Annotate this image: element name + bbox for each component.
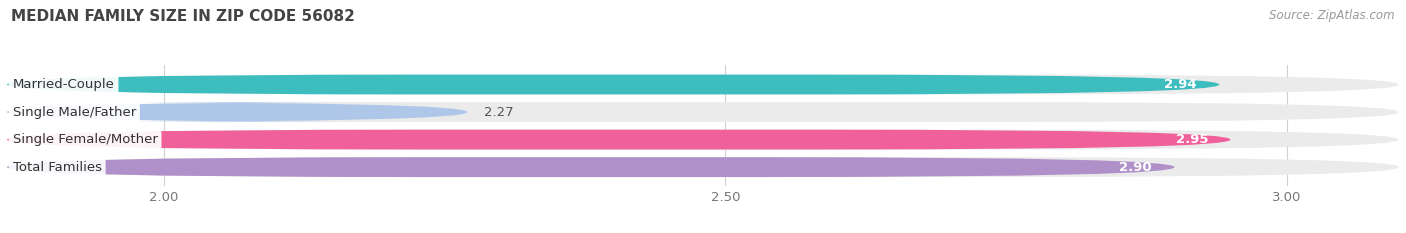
Text: Source: ZipAtlas.com: Source: ZipAtlas.com (1270, 9, 1395, 22)
Text: Single Female/Mother: Single Female/Mother (13, 133, 157, 146)
FancyBboxPatch shape (7, 102, 1399, 122)
FancyBboxPatch shape (7, 75, 1399, 94)
FancyBboxPatch shape (7, 130, 1399, 150)
FancyBboxPatch shape (7, 75, 1219, 94)
FancyBboxPatch shape (7, 130, 1230, 150)
FancyBboxPatch shape (7, 157, 1174, 177)
Text: Single Male/Father: Single Male/Father (13, 106, 136, 119)
Text: Total Families: Total Families (13, 161, 101, 174)
Text: MEDIAN FAMILY SIZE IN ZIP CODE 56082: MEDIAN FAMILY SIZE IN ZIP CODE 56082 (11, 9, 356, 24)
Text: 2.94: 2.94 (1164, 78, 1197, 91)
Text: 2.27: 2.27 (484, 106, 513, 119)
FancyBboxPatch shape (7, 157, 1399, 177)
Text: 2.90: 2.90 (1119, 161, 1152, 174)
FancyBboxPatch shape (7, 102, 467, 122)
Text: 2.95: 2.95 (1175, 133, 1208, 146)
Text: Married-Couple: Married-Couple (13, 78, 114, 91)
